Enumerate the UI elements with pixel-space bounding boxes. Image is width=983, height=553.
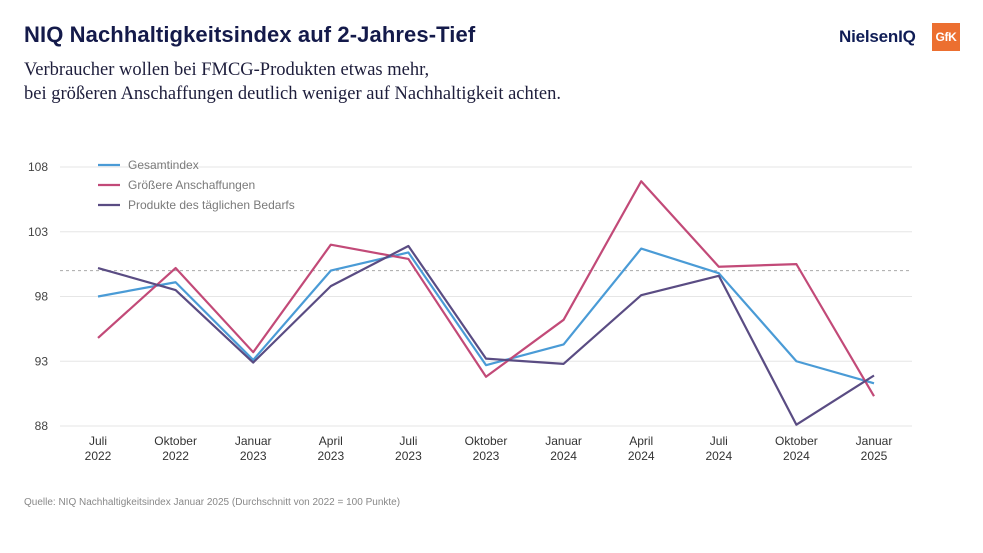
y-tick-label: 88 — [35, 419, 49, 433]
x-tick-label-year: 2024 — [783, 449, 810, 463]
x-tick-label-month: Juli — [89, 434, 107, 448]
x-tick-label-year: 2024 — [550, 449, 577, 463]
series-line-1 — [97, 247, 875, 385]
x-tick-label-month: Januar — [856, 434, 893, 448]
x-tick-label-month: April — [319, 434, 343, 448]
subtitle-line-1: Verbraucher wollen bei FMCG-Produkten et… — [24, 60, 430, 80]
niq-logo: NielsenIQ — [839, 27, 916, 46]
x-tick-label-month: Oktober — [775, 434, 818, 448]
gfk-logo: GfK — [932, 23, 960, 51]
y-tick-label: 108 — [28, 160, 48, 174]
y-tick-label: 98 — [35, 290, 49, 304]
chart-legend: Gesamtindex Größere Anschaffungen Produkte… — [98, 158, 295, 212]
page-title: NIQ Nachhaltigkeitsindex auf 2-Jahres-Ti… — [24, 22, 476, 47]
x-tick-label-year: 2022 — [162, 449, 189, 463]
x-tick-label-year: 2022 — [85, 449, 112, 463]
legend-label: Produkte des täglichen Bedarfs — [128, 198, 295, 212]
x-tick-label-month: Januar — [545, 434, 582, 448]
series-lines — [97, 180, 875, 426]
x-tick-label-month: April — [629, 434, 653, 448]
y-axis: 88 93 98 103 108 — [28, 160, 48, 433]
legend-label: Größere Anschaffungen — [128, 178, 255, 192]
x-tick-label-month: Oktober — [154, 434, 197, 448]
source-note: Quelle: NIQ Nachhaltigkeitsindex Januar … — [24, 497, 401, 508]
x-tick-label-year: 2024 — [705, 449, 732, 463]
subtitle-line-2: bei größeren Anschaffungen deutlich weni… — [24, 84, 561, 104]
x-tick-label-year: 2023 — [240, 449, 267, 463]
series-line-2 — [97, 180, 875, 397]
x-tick-label-month: Juli — [710, 434, 728, 448]
x-tick-label-month: Oktober — [465, 434, 508, 448]
subtitle: Verbraucher wollen bei FMCG-Produkten et… — [24, 58, 561, 106]
x-tick-label-year: 2024 — [628, 449, 655, 463]
x-axis: Juli2022Oktober2022Januar2023April2023Ju… — [85, 434, 893, 463]
x-tick-label-month: Januar — [235, 434, 272, 448]
x-tick-label-year: 2023 — [473, 449, 500, 463]
legend-label: Gesamtindex — [128, 158, 199, 172]
x-tick-label-year: 2023 — [395, 449, 422, 463]
x-tick-label-month: Juli — [399, 434, 417, 448]
x-tick-label-year: 2023 — [317, 449, 344, 463]
y-tick-label: 103 — [28, 225, 48, 239]
y-tick-label: 93 — [35, 354, 49, 368]
series-line-3 — [97, 244, 875, 426]
x-tick-label-year: 2025 — [861, 449, 888, 463]
